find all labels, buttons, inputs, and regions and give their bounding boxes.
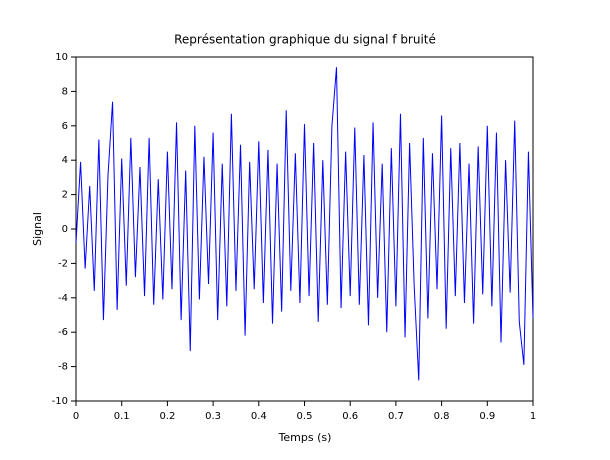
y-tick-label: -6 — [58, 327, 68, 338]
y-tick-label: 2 — [62, 190, 68, 201]
x-tick-label: 0.4 — [251, 411, 267, 422]
y-tick-label: 0 — [62, 224, 68, 235]
chart-title: Représentation graphique du signal f bru… — [174, 33, 436, 47]
x-axis-label: Temps (s) — [278, 431, 332, 444]
x-tick-label: 0.9 — [479, 411, 495, 422]
y-tick-label: 10 — [55, 52, 68, 63]
y-axis-label: Signal — [31, 212, 44, 246]
x-tick-label: 0.7 — [388, 411, 404, 422]
x-tick-label: 0 — [73, 411, 79, 422]
y-tick-label: 4 — [62, 155, 68, 166]
x-tick-label: 0.6 — [342, 411, 358, 422]
x-tick-label: 0.1 — [114, 411, 130, 422]
x-tick-label: 0.2 — [159, 411, 175, 422]
x-tick-label: 1 — [530, 411, 536, 422]
x-tick-label: 0.8 — [434, 411, 450, 422]
y-tick-label: -4 — [58, 293, 68, 304]
y-tick-label: 6 — [62, 121, 68, 132]
signal-line — [75, 67, 534, 381]
y-tick-label: -8 — [58, 362, 68, 373]
y-tick-label: -2 — [58, 258, 68, 269]
x-tick-label: 0.3 — [205, 411, 221, 422]
y-tick-label: -10 — [52, 396, 68, 407]
x-tick-label: 0.5 — [297, 411, 313, 422]
y-tick-label: 8 — [62, 86, 68, 97]
